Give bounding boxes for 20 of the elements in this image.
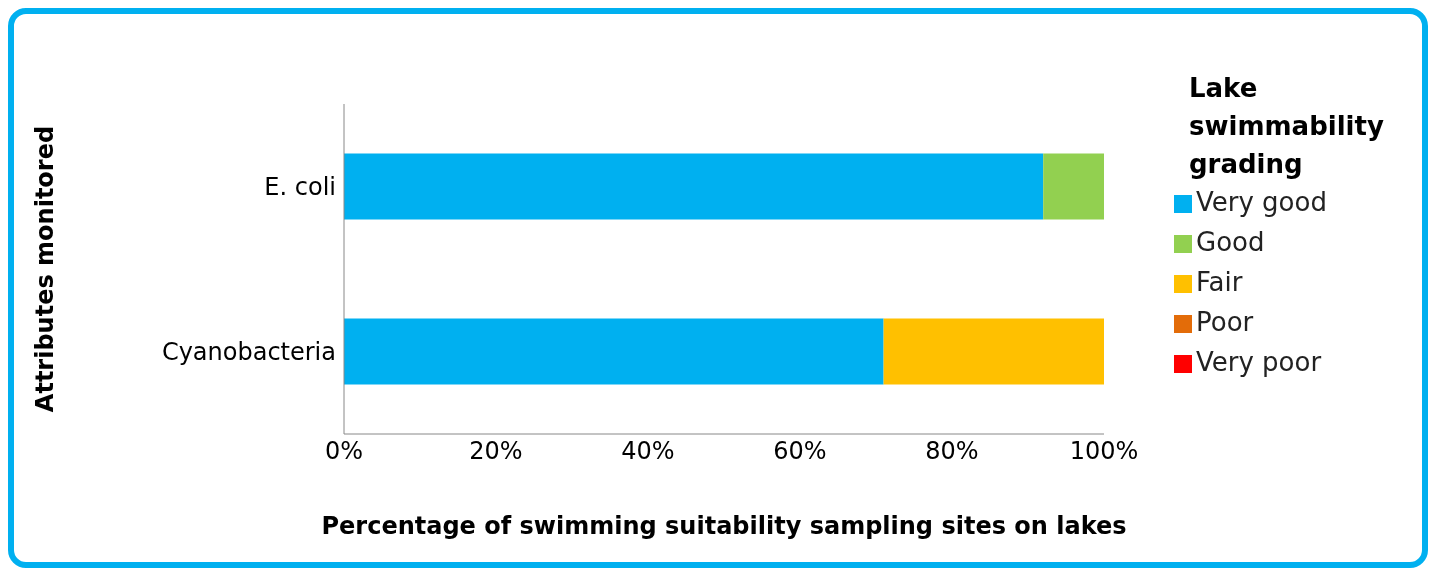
y-tick-label: Cyanobacteria xyxy=(161,338,336,367)
bar xyxy=(344,318,884,385)
x-tick-label: 0% xyxy=(324,437,364,466)
x-tick-label: 100% xyxy=(1069,437,1139,466)
legend-label: Good xyxy=(1196,227,1265,257)
x-tick-label: 60% xyxy=(773,437,827,466)
legend-label: Poor xyxy=(1196,307,1254,337)
legend-label: Very good xyxy=(1196,187,1327,217)
x-tick-label: 40% xyxy=(621,437,675,466)
legend-label: Fair xyxy=(1196,267,1243,297)
bar xyxy=(883,318,1104,385)
x-axis-title: Percentage of swimming suitability sampling sites on lakes xyxy=(321,512,1127,540)
y-axis-title: Attributes monitored xyxy=(30,125,59,413)
y-tick-label: E. coli xyxy=(264,173,336,202)
x-tick-label: 80% xyxy=(925,437,979,466)
legend-title: Lake swimmability grading xyxy=(1189,72,1385,181)
bar xyxy=(344,153,1044,220)
bar xyxy=(1043,153,1104,220)
legend-label: Very poor xyxy=(1196,347,1322,377)
x-tick-label: 20% xyxy=(469,437,523,466)
